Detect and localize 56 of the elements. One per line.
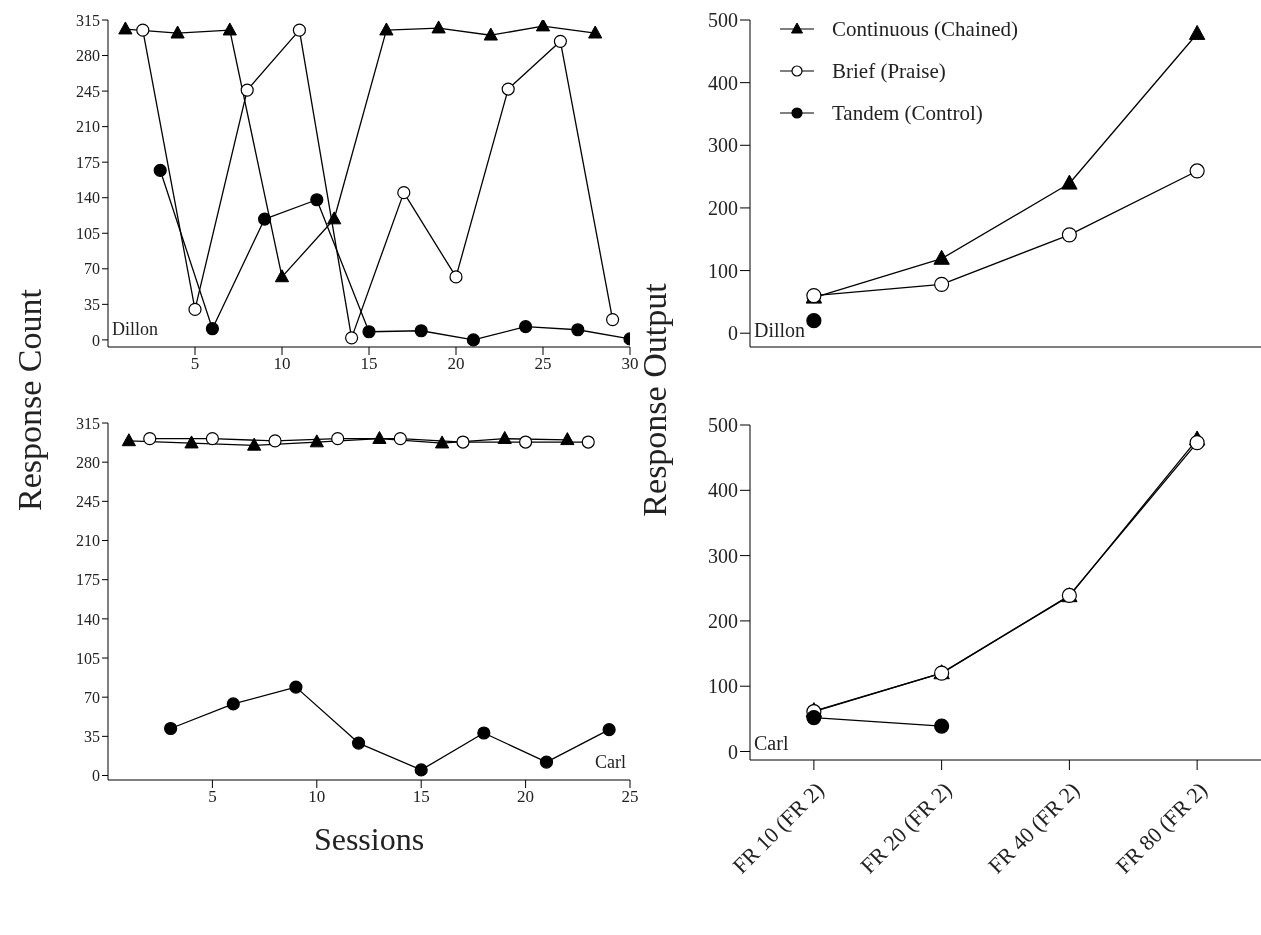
x-tick-label: 20 <box>517 787 535 807</box>
y-tick-label: 400 <box>708 71 738 94</box>
x-tick-label: 5 <box>208 787 217 807</box>
y-tick-label: 500 <box>708 414 738 437</box>
x-tick-label: 30 <box>621 354 639 374</box>
x-tick-label: FR 20 (FR 2) <box>855 777 957 879</box>
y-tick-label: 210 <box>76 118 100 136</box>
y-tick-label: 400 <box>708 479 738 502</box>
y-axis-title: Response Count <box>11 289 49 511</box>
y-tick-label: 70 <box>84 688 100 706</box>
y-tick-label: 100 <box>708 259 738 282</box>
x-tick-label: 15 <box>360 354 378 374</box>
y-tick-label: 500 <box>708 9 738 32</box>
y-tick-label: 300 <box>708 134 738 157</box>
x-tick-label: 5 <box>190 354 200 374</box>
x-tick-label: 10 <box>273 354 291 374</box>
x-axis-title: Sessions <box>313 821 425 857</box>
y-tick-label: 245 <box>76 82 100 100</box>
y-tick-label: 105 <box>76 649 100 667</box>
annotation: Carl <box>754 732 789 755</box>
x-tick-label: FR 80 (FR 2) <box>1110 777 1212 879</box>
y-tick-label: 0 <box>728 740 738 763</box>
x-tick-label: 25 <box>534 354 552 374</box>
y-tick-label: 140 <box>76 189 100 207</box>
y-tick-label: 0 <box>92 767 100 785</box>
y-tick-label: 280 <box>76 47 100 65</box>
y-tick-label: 280 <box>76 453 100 471</box>
legend-label: Continuous (Chained) <box>832 16 1019 42</box>
y-tick-label: 0 <box>728 322 738 345</box>
y-tick-label: 175 <box>76 153 100 171</box>
y-tick-label: 200 <box>708 197 738 220</box>
x-tick-label: 20 <box>447 354 465 374</box>
y-tick-label: 35 <box>84 296 100 314</box>
y-tick-label: 35 <box>84 728 100 746</box>
y-tick-label: 300 <box>708 544 738 567</box>
y-tick-label: 200 <box>708 610 738 633</box>
y-tick-label: 245 <box>76 493 100 511</box>
y-tick-label: 210 <box>76 532 100 550</box>
y-tick-label: 100 <box>708 675 738 698</box>
y-tick-label: 105 <box>76 224 100 242</box>
annotation: Carl <box>595 752 626 773</box>
x-tick-label: FR 10 (FR 2) <box>727 777 829 879</box>
annotation: Dillon <box>754 319 806 342</box>
y-tick-label: 175 <box>76 571 100 589</box>
y-tick-label: 315 <box>76 11 100 29</box>
y-tick-label: 315 <box>76 414 100 432</box>
y-tick-label: 140 <box>76 610 100 628</box>
x-tick-label: FR 40 (FR 2) <box>983 777 1085 879</box>
legend-label: Tandem (Control) <box>832 100 983 126</box>
x-tick-label: 10 <box>308 787 326 807</box>
y-tick-label: 0 <box>92 331 100 349</box>
x-tick-label: 15 <box>412 787 430 807</box>
annotation: Dillon <box>112 319 159 340</box>
x-tick-label: 25 <box>621 787 639 807</box>
legend-label: Brief (Praise) <box>832 58 946 84</box>
y-tick-label: 70 <box>84 260 100 278</box>
